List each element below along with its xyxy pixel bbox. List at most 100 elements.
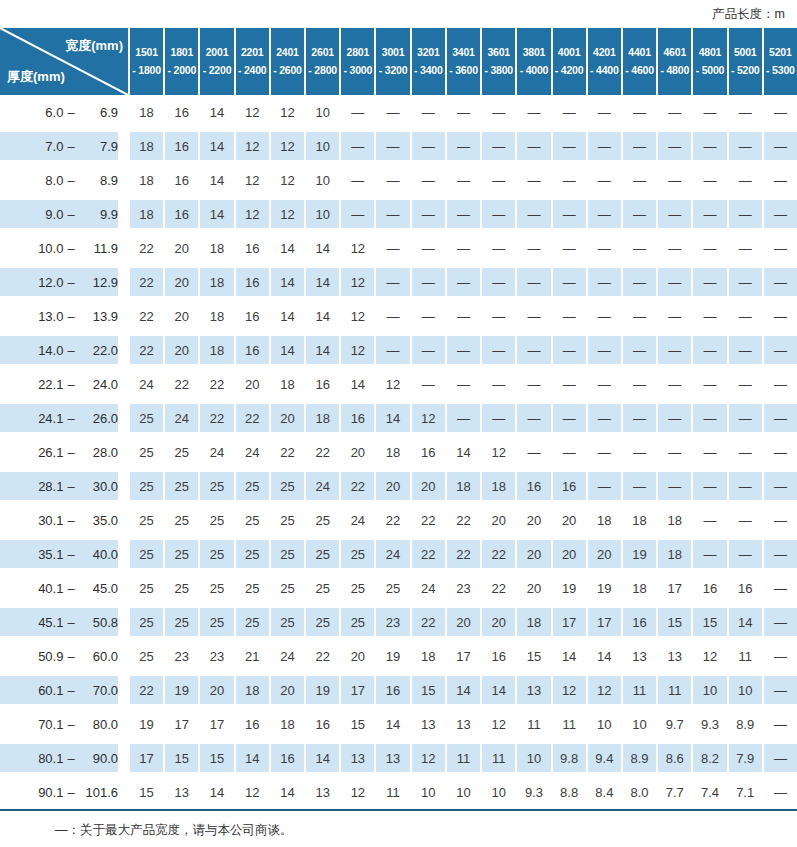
data-cell: 18 — [271, 367, 304, 401]
data-cell: — — [658, 469, 691, 503]
data-cell: 12 — [482, 707, 515, 741]
data-cell: 25 — [200, 469, 233, 503]
data-cell: 19 — [588, 571, 621, 605]
row-header-dash: – — [67, 513, 74, 528]
data-cell: — — [553, 231, 586, 265]
data-cell: 11 — [376, 775, 409, 809]
table-row: 70.1–80.01917171618161514131312111110109… — [0, 707, 797, 741]
data-cell: 17 — [200, 707, 233, 741]
row-header-dash: – — [67, 717, 74, 732]
row-header-dash: – — [67, 343, 74, 358]
row-header: 50.9–60.0 — [0, 639, 128, 673]
col-header-range-end: - 3600 — [449, 62, 478, 79]
data-cell: 22 — [130, 673, 163, 707]
row-header-max: 9.9 — [79, 207, 118, 222]
data-cell: 11 — [729, 639, 762, 673]
data-cell: — — [693, 435, 726, 469]
row-header: 24.1–26.0 — [0, 401, 128, 435]
data-cell: — — [764, 197, 797, 231]
data-cell: 22 — [271, 435, 304, 469]
data-cell: — — [553, 95, 586, 129]
data-cell: 10 — [306, 95, 339, 129]
data-cell: 25 — [236, 571, 269, 605]
data-cell: — — [412, 367, 445, 401]
col-header-range-end: - 2000 — [168, 62, 197, 79]
data-cell: — — [764, 571, 797, 605]
data-cell: 9.7 — [658, 707, 691, 741]
row-header-max: 8.9 — [79, 173, 118, 188]
data-cell: — — [376, 333, 409, 367]
row-header: 14.0–22.0 — [0, 333, 128, 367]
data-cell: — — [553, 435, 586, 469]
data-cell: — — [412, 95, 445, 129]
data-cell: 10 — [623, 707, 656, 741]
row-header: 12.0–12.9 — [0, 265, 128, 299]
data-cell: 12 — [236, 197, 269, 231]
data-cell: — — [623, 401, 656, 435]
data-cell: 20 — [165, 333, 198, 367]
row-header-min: 40.1 — [30, 581, 63, 596]
data-cell: — — [658, 129, 691, 163]
data-cell: 10 — [306, 129, 339, 163]
data-cell: 7.4 — [693, 775, 726, 809]
data-cell: 16 — [306, 367, 339, 401]
data-cell: 11 — [482, 741, 515, 775]
data-cell: 18 — [130, 95, 163, 129]
col-header: 2601- 2800 — [306, 28, 339, 95]
col-header-range-start: 2001 — [206, 44, 229, 61]
data-cell: — — [588, 299, 621, 333]
row-header: 26.1–28.0 — [0, 435, 128, 469]
data-cell: 16 — [482, 639, 515, 673]
data-cell: — — [658, 367, 691, 401]
data-cell: 12 — [271, 163, 304, 197]
data-cell: 12 — [271, 197, 304, 231]
data-cell: 25 — [236, 537, 269, 571]
col-header: 5201- 5300 — [764, 28, 797, 95]
data-cell: — — [764, 367, 797, 401]
table-row: 14.0–22.022201816141412———————————— — [0, 333, 797, 367]
row-header-min: 35.1 — [30, 547, 63, 562]
col-header-range-end: - 2200 — [203, 62, 232, 79]
data-cell: — — [553, 129, 586, 163]
data-cell: 16 — [165, 197, 198, 231]
data-cell: 18 — [412, 639, 445, 673]
table-row: 40.1–45.02525252525252525242322201919181… — [0, 571, 797, 605]
col-header-range-start: 4801 — [699, 44, 722, 61]
data-cell: — — [517, 197, 550, 231]
data-cell: 16 — [236, 299, 269, 333]
col-header: 3201- 3400 — [412, 28, 445, 95]
col-header-range-start: 2601 — [311, 44, 334, 61]
table-body: 6.0–6.9181614121210—————————————7.0–7.91… — [0, 95, 797, 809]
data-cell: 15 — [412, 673, 445, 707]
col-header-range-start: 5201 — [769, 44, 792, 61]
data-cell: 15 — [165, 741, 198, 775]
data-cell: 25 — [306, 503, 339, 537]
row-header-dash: – — [67, 173, 74, 188]
data-cell: — — [412, 231, 445, 265]
data-cell: 18 — [130, 197, 163, 231]
data-cell: 10 — [447, 775, 480, 809]
table-row: 60.1–70.02219201820191716151414131212111… — [0, 673, 797, 707]
row-header-dash: – — [67, 683, 74, 698]
row-header-max: 80.0 — [79, 717, 118, 732]
row-header-min: 90.1 — [30, 785, 63, 800]
table-row: 6.0–6.9181614121210————————————— — [0, 95, 797, 129]
data-cell: — — [658, 401, 691, 435]
row-header-max: 101.6 — [79, 785, 118, 800]
data-cell: — — [482, 95, 515, 129]
row-header-max: 24.0 — [79, 377, 118, 392]
data-cell: — — [764, 639, 797, 673]
row-header-max: 60.0 — [79, 649, 118, 664]
data-cell: — — [764, 469, 797, 503]
row-header-max: 6.9 — [79, 105, 118, 120]
data-cell: 25 — [165, 537, 198, 571]
row-header-dash: – — [67, 207, 74, 222]
row-header-max: 30.0 — [79, 479, 118, 494]
data-cell: 25 — [130, 537, 163, 571]
row-header-dash: – — [67, 581, 74, 596]
data-cell: 10 — [588, 707, 621, 741]
data-cell: 22 — [482, 537, 515, 571]
row-header: 45.1–50.8 — [0, 605, 128, 639]
data-cell: 12 — [271, 95, 304, 129]
data-cell: — — [764, 775, 797, 809]
